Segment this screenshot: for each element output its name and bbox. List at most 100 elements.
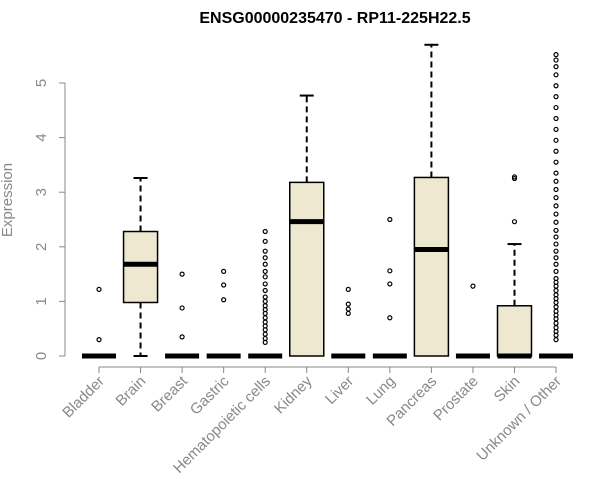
x-tick-label: Skin (491, 373, 524, 406)
outlier-point (553, 255, 559, 261)
y-tick-label: 0 (33, 352, 50, 360)
box-group (248, 228, 283, 359)
x-tick-label: Lung (363, 373, 399, 409)
outlier-point (387, 216, 393, 223)
box-group (455, 283, 490, 359)
outlier-point (221, 268, 227, 274)
outlier-point (345, 301, 351, 307)
outlier-point (553, 287, 559, 294)
outlier-point (553, 261, 559, 267)
outlier-point (511, 174, 518, 180)
chart-title: ENSG00000235470 - RP11-225H22.5 (199, 10, 470, 27)
outlier-point (553, 57, 559, 63)
box-group (206, 268, 241, 359)
outlier-point (345, 286, 351, 292)
outlier-point (553, 52, 559, 58)
outlier-point (553, 320, 559, 326)
outlier-point (262, 228, 268, 235)
outlier-point (553, 211, 559, 217)
outlier-point (553, 234, 559, 240)
box-body (496, 305, 533, 357)
outlier-point (553, 241, 559, 247)
outlier-point (96, 286, 102, 292)
outlier-point (553, 227, 559, 234)
outlier-point (221, 282, 227, 288)
outlier-point (262, 331, 268, 337)
outlier-point (262, 255, 268, 261)
y-tick-label: 4 (33, 133, 50, 141)
outlier-point (387, 315, 393, 321)
box-group (82, 286, 116, 359)
outlier-point (470, 283, 476, 289)
outlier-point (553, 126, 559, 133)
outlier-point (262, 248, 268, 254)
outlier-point (262, 287, 268, 294)
outlier-point (553, 137, 559, 143)
outlier-point (553, 337, 559, 343)
x-tick-label: Breast (148, 372, 191, 415)
outlier-point (262, 261, 268, 267)
outlier-point (553, 186, 559, 193)
outlier-point (553, 178, 559, 184)
y-axis-label: Expression (0, 163, 16, 237)
plot-area (82, 43, 574, 359)
outlier-point (262, 238, 268, 244)
box-group (122, 177, 159, 357)
outlier-point (553, 83, 559, 89)
outlier-point (179, 271, 185, 277)
y-axis: 0 1 2 3 4 5 (33, 79, 66, 360)
outlier-point (553, 170, 559, 176)
box-group (539, 52, 574, 359)
box-group (331, 286, 366, 359)
outlier-point (553, 64, 559, 70)
outlier-point (553, 148, 559, 154)
outlier-point (179, 305, 185, 311)
box-body (413, 176, 450, 357)
y-tick-label: 2 (33, 243, 50, 251)
outlier-point (553, 159, 559, 165)
x-tick-label: Bladder (59, 373, 108, 422)
box-group (372, 216, 407, 359)
x-tick-label: Liver (322, 373, 357, 408)
outlier-point (553, 104, 559, 111)
outlier-point (262, 274, 268, 280)
y-tick-label: 1 (33, 297, 50, 305)
box-group (413, 43, 450, 357)
box-group (496, 174, 533, 359)
box-group (289, 94, 325, 357)
y-tick-label: 3 (33, 188, 50, 196)
y-tick-label: 5 (33, 79, 50, 87)
outlier-point (96, 337, 102, 343)
outlier-point (262, 294, 268, 300)
outlier-point (345, 306, 351, 312)
outlier-point (553, 248, 559, 254)
box-group (165, 271, 200, 359)
outlier-point (553, 219, 559, 225)
outlier-point (553, 203, 559, 209)
box-body (289, 181, 325, 357)
outlier-point (511, 219, 518, 225)
outlier-point (553, 72, 559, 78)
outlier-point (179, 334, 185, 340)
outlier-point (553, 268, 559, 274)
outlier-point (262, 281, 268, 287)
outlier-point (553, 195, 559, 201)
box-body (122, 230, 159, 304)
x-tick-label: Prostate (430, 373, 482, 425)
outlier-point (553, 304, 559, 310)
outlier-point (387, 268, 393, 274)
outlier-point (262, 268, 268, 274)
outlier-point (553, 115, 559, 122)
x-tick-label: Kidney (271, 372, 316, 417)
outlier-point (262, 315, 268, 321)
outlier-point (387, 281, 393, 287)
outlier-point (553, 94, 559, 100)
outlier-point (345, 310, 351, 317)
outlier-point (221, 297, 227, 303)
outlier-point (553, 275, 559, 282)
x-tick-label: Brain (113, 373, 150, 410)
outlier-point (262, 298, 268, 304)
